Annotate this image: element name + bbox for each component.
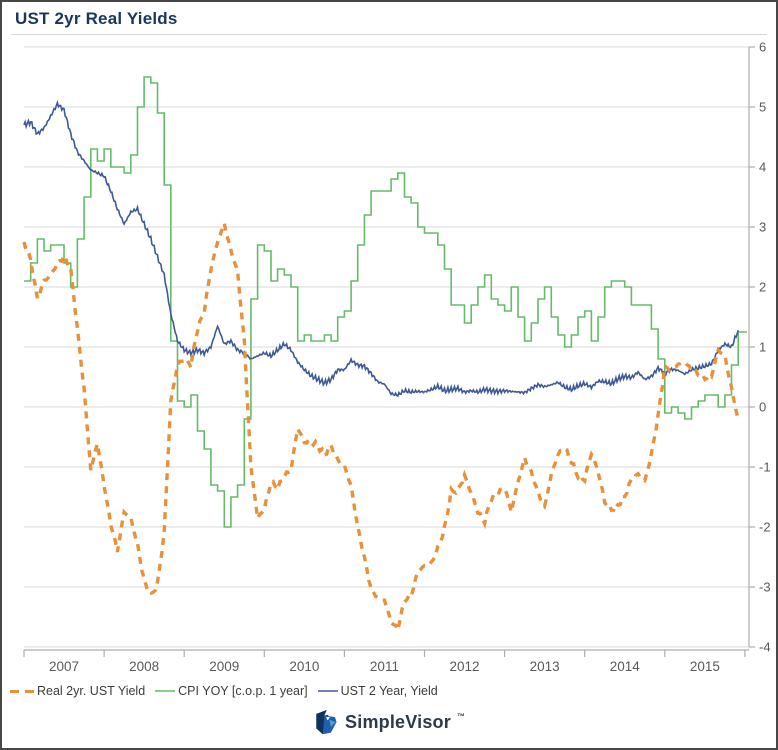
solid-line-marker-icon	[155, 690, 176, 692]
svg-text:-2: -2	[759, 520, 771, 535]
trademark-symbol: ™	[456, 712, 465, 721]
legend-label-cpi: CPI YOY [c.o.p. 1 year]	[178, 684, 308, 698]
page-title: UST 2yr Real Yields	[15, 9, 178, 28]
logo-text: SimpleVisor	[345, 712, 451, 732]
svg-text:2: 2	[759, 280, 766, 295]
svg-text:2009: 2009	[209, 659, 239, 674]
legend-item-ust: UST 2 Year, Yield	[317, 684, 438, 698]
svg-text:-1: -1	[759, 460, 771, 475]
svg-text:3: 3	[759, 220, 766, 235]
svg-text:2010: 2010	[289, 659, 319, 674]
dashed-line-marker-icon	[10, 689, 34, 693]
svg-text:6: 6	[759, 40, 766, 55]
svg-text:-3: -3	[759, 580, 771, 595]
svg-text:2015: 2015	[690, 659, 720, 674]
solid-line-marker-icon	[317, 690, 338, 692]
legend-item-cpi: CPI YOY [c.o.p. 1 year]	[155, 684, 308, 698]
svg-text:0: 0	[759, 400, 766, 415]
svg-text:-4: -4	[759, 640, 771, 655]
title-divider	[11, 34, 767, 35]
svg-text:2013: 2013	[530, 659, 560, 674]
svg-text:2008: 2008	[129, 659, 159, 674]
svg-text:2014: 2014	[610, 659, 641, 674]
svg-text:1: 1	[759, 340, 766, 355]
simplevisor-logo: SimpleVisor ™	[2, 708, 776, 736]
svg-text:2011: 2011	[370, 659, 399, 674]
legend-item-real-yield: Real 2yr. UST Yield	[10, 684, 145, 698]
legend: Real 2yr. UST Yield CPI YOY [c.o.p. 1 ye…	[10, 684, 438, 698]
chart-svg: 6 5 4 3 2 1 0 -1 -2 -3 -4 2007 2008 2009 2010 2011 2012 2…	[22, 40, 771, 674]
svg-text:2012: 2012	[450, 659, 480, 674]
svg-text:4: 4	[759, 160, 766, 175]
legend-label-real-yield: Real 2yr. UST Yield	[37, 684, 146, 698]
simplevisor-lion-icon	[316, 709, 337, 735]
svg-text:2007: 2007	[49, 659, 79, 674]
legend-label-ust: UST 2 Year, Yield	[340, 684, 438, 698]
svg-text:5: 5	[759, 100, 766, 115]
